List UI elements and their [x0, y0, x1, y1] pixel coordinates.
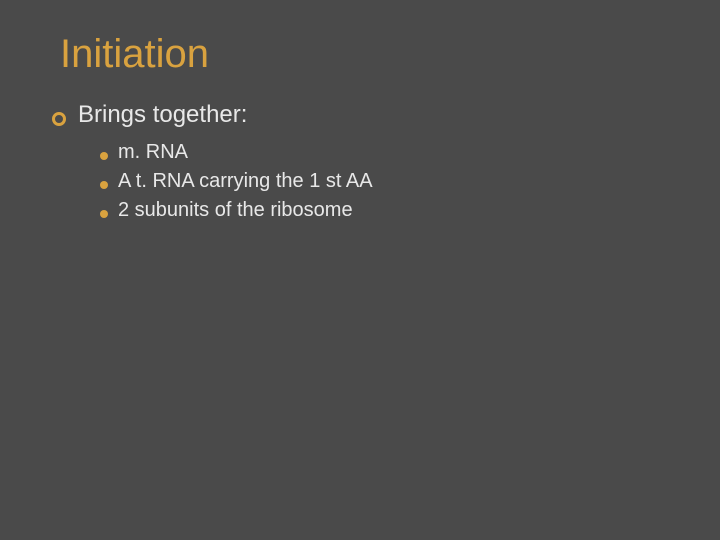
dot-bullet-icon	[100, 181, 108, 189]
dot-bullet-icon	[100, 152, 108, 160]
bullet-level2-group: m. RNA A t. RNA carrying the 1 st AA 2 s…	[100, 141, 720, 222]
list-item: m. RNA	[100, 141, 720, 164]
level2-text: A t. RNA carrying the 1 st AA	[118, 170, 373, 193]
ring-bullet-icon	[52, 112, 66, 126]
level2-text: m. RNA	[118, 141, 188, 164]
level1-text: Brings together:	[78, 101, 247, 129]
dot-bullet-icon	[100, 210, 108, 218]
list-item: 2 subunits of the ribosome	[100, 199, 720, 222]
list-item: A t. RNA carrying the 1 st AA	[100, 170, 720, 193]
slide: Initiation Brings together: m. RNA A t. …	[0, 0, 720, 540]
level2-text: 2 subunits of the ribosome	[118, 199, 353, 222]
slide-title: Initiation	[60, 32, 720, 77]
bullet-level1: Brings together:	[52, 101, 720, 129]
